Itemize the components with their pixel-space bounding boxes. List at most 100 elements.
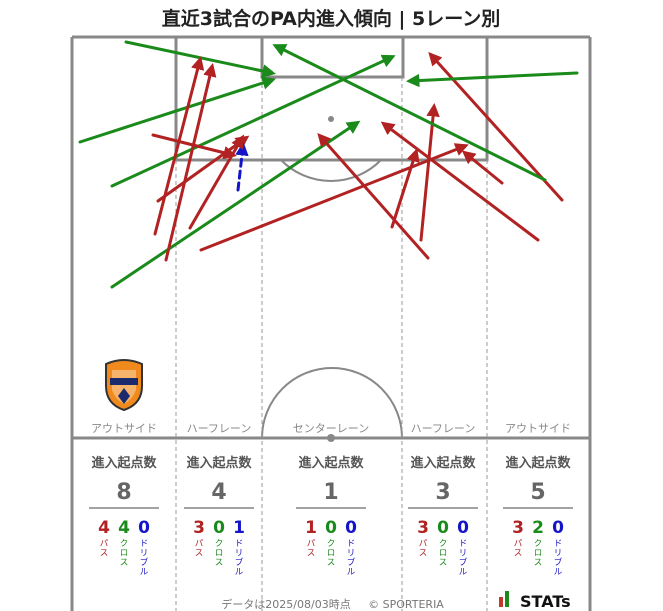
lane-label-1: アウトサイド bbox=[91, 422, 157, 435]
lane-label-3: センターレーン bbox=[293, 422, 369, 435]
cross-arrow-19 bbox=[272, 44, 547, 182]
stats-heading-1: 進入起点数 bbox=[91, 455, 157, 471]
penalty-area bbox=[174, 37, 489, 162]
stats-dribble-label-1-4: ル bbox=[140, 568, 149, 578]
footer-date: データは2025/08/03時点 bbox=[221, 597, 350, 611]
dribble-arrow-9 bbox=[235, 141, 249, 192]
stats-dribble-label-2-2: リ bbox=[235, 549, 244, 559]
stats-cross-label-3-1: ク bbox=[327, 539, 336, 549]
stats-cross-label-4-1: ク bbox=[439, 539, 448, 549]
stats-pass-count-5: 3 bbox=[512, 518, 524, 538]
pass-arrow-8 bbox=[164, 63, 217, 262]
cross-arrow-4 bbox=[110, 120, 361, 289]
stats-dribble-count-1: 0 bbox=[138, 518, 150, 538]
brand-mark-red bbox=[499, 597, 503, 607]
stats-dribble-label-4-1: ド bbox=[459, 539, 468, 549]
stats-dribble-label-3-2: リ bbox=[347, 549, 356, 559]
stats-cross-count-5: 2 bbox=[532, 518, 544, 538]
lane-dividers bbox=[175, 77, 488, 611]
stats-dribble-count-2: 1 bbox=[233, 518, 245, 538]
stats-cross-label-5-3: ス bbox=[534, 558, 543, 568]
stats-pass-label-1-2: ス bbox=[100, 549, 109, 559]
stats-dribble-label-2-1: ド bbox=[235, 539, 244, 549]
stats-pass-count-4: 3 bbox=[417, 518, 429, 538]
stats-cross-label-3-2: ロ bbox=[327, 549, 336, 559]
stats-dribble-label-4-4: ル bbox=[459, 568, 468, 578]
stats-pass-label-3-1: パ bbox=[307, 539, 316, 549]
stats-dribble-label-2-4: ル bbox=[235, 568, 244, 578]
pass-arrow-5 bbox=[153, 56, 205, 236]
stats-pass-label-2-1: パ bbox=[195, 539, 204, 549]
goal-area bbox=[260, 37, 405, 79]
brand-mark-green bbox=[505, 591, 509, 607]
cross-arrow-2 bbox=[78, 76, 276, 144]
stats-cross-count-4: 0 bbox=[437, 518, 449, 538]
stats-pass-label-4-1: パ bbox=[419, 539, 428, 549]
stats-cross-label-1-3: ス bbox=[120, 558, 129, 568]
stats-dribble-label-4-2: リ bbox=[459, 549, 468, 559]
stats-cross-count-2: 0 bbox=[213, 518, 225, 538]
stats-cross-label-1-2: ロ bbox=[120, 549, 129, 559]
penalty-arc bbox=[280, 159, 382, 183]
pass-arrow-11 bbox=[199, 143, 469, 252]
stats-pass-label-5-1: パ bbox=[514, 539, 523, 549]
lane-label-2: ハーフレーン bbox=[187, 422, 252, 435]
stats-cross-label-4-2: ロ bbox=[439, 549, 448, 559]
stats-dribble-count-5: 0 bbox=[552, 518, 564, 538]
stats-heading-3: 進入起点数 bbox=[298, 455, 364, 471]
stats-heading-5: 進入起点数 bbox=[505, 455, 571, 471]
penalty-spot bbox=[328, 116, 334, 122]
stats-pass-count-1: 4 bbox=[98, 518, 110, 538]
stats-cross-label-3-3: ス bbox=[327, 558, 336, 568]
stats-cross-count-3: 0 bbox=[325, 518, 337, 538]
stats-pass-label-4-2: ス bbox=[419, 549, 428, 559]
stats-pass-label-1-1: パ bbox=[100, 539, 109, 549]
stats-total-5: 5 bbox=[530, 480, 545, 505]
pass-arrow-16 bbox=[461, 150, 504, 185]
pass-arrow-15 bbox=[380, 121, 540, 242]
stats-cross-label-4-3: ス bbox=[439, 558, 448, 568]
stats-dribble-label-3-3: ブ bbox=[347, 557, 356, 568]
footer-copyright: © SPORTERIA bbox=[368, 598, 444, 611]
stats-dribble-label-3-4: ル bbox=[347, 568, 356, 578]
pass-arrow-13 bbox=[390, 148, 420, 229]
pass-arrow-12 bbox=[317, 132, 430, 260]
team-emblem-icon bbox=[105, 359, 143, 412]
arrow-layer bbox=[78, 40, 579, 289]
cross-arrow-3 bbox=[110, 54, 396, 188]
stats-dribble-label-2-3: ブ bbox=[235, 557, 244, 568]
stats-dribble-label-5-1: ド bbox=[554, 539, 563, 549]
stats-pass-label-3-2: ス bbox=[307, 549, 316, 559]
center-spot bbox=[327, 434, 335, 442]
stats-cross-count-1: 4 bbox=[118, 518, 130, 538]
stats-dribble-count-4: 0 bbox=[457, 518, 469, 538]
chart-title: 直近3試合のPA内進入傾向 | 5レーン別 bbox=[162, 7, 501, 30]
stats-pass-label-5-2: ス bbox=[514, 549, 523, 559]
stats-pass-label-2-2: ス bbox=[195, 549, 204, 559]
lane-stats: 進入起点数84パス4クロス0ドリブル進入起点数43パス0クロス1ドリブル進入起点… bbox=[89, 455, 573, 578]
stats-pass-count-3: 1 bbox=[305, 518, 317, 538]
lane-label-5: アウトサイド bbox=[505, 422, 571, 435]
stats-total-1: 8 bbox=[116, 480, 131, 505]
center-circle bbox=[261, 367, 403, 439]
pass-arrow-14 bbox=[419, 102, 440, 242]
stats-total-2: 4 bbox=[211, 480, 226, 505]
stats-dribble-label-5-3: ブ bbox=[554, 557, 563, 568]
stats-cross-label-5-1: ク bbox=[534, 539, 543, 549]
stats-dribble-label-4-3: ブ bbox=[459, 557, 468, 568]
pitch-lines bbox=[70, 35, 592, 611]
stats-dribble-label-3-1: ド bbox=[347, 539, 356, 549]
stats-cross-label-2-1: ク bbox=[215, 539, 224, 549]
stats-cross-label-2-3: ス bbox=[215, 558, 224, 568]
brand-logo: STATs bbox=[499, 591, 571, 611]
stats-dribble-label-1-1: ド bbox=[140, 539, 149, 549]
stats-dribble-label-1-2: リ bbox=[140, 549, 149, 559]
stats-dribble-label-5-2: リ bbox=[554, 549, 563, 559]
lane-label-4: ハーフレーン bbox=[411, 422, 476, 435]
cross-arrow-18 bbox=[405, 71, 579, 88]
pass-arrow-10 bbox=[188, 134, 245, 230]
stats-pass-count-2: 3 bbox=[193, 518, 205, 538]
stats-cross-label-1-1: ク bbox=[120, 539, 129, 549]
lane-labels: アウトサイド ハーフレーン センターレーン ハーフレーン アウトサイド bbox=[91, 422, 571, 435]
stats-dribble-label-5-4: ル bbox=[554, 568, 563, 578]
